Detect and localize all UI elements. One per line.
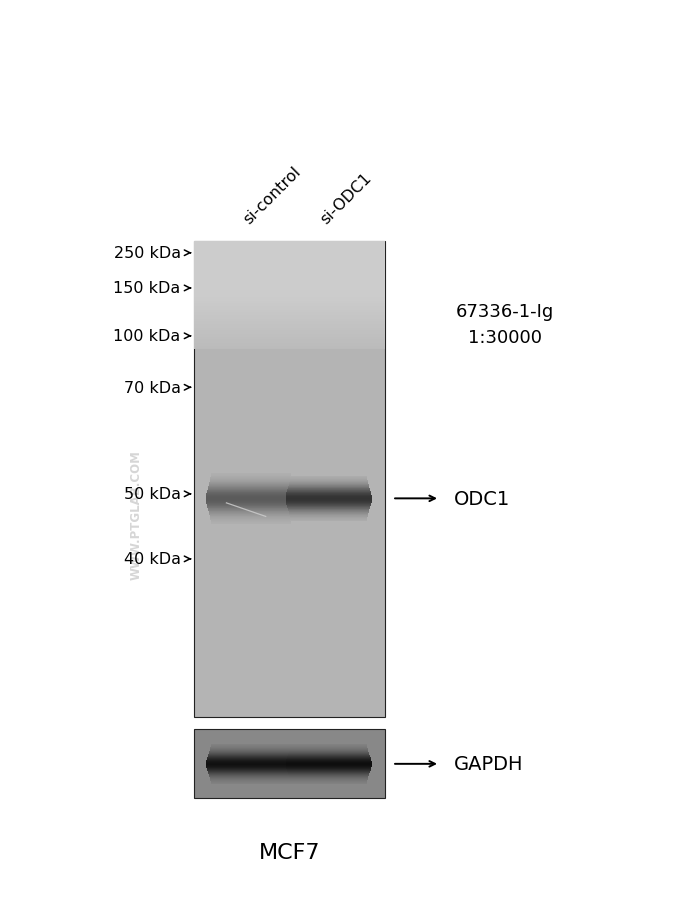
Bar xyxy=(194,338,385,339)
Text: WWW.PTGLAB.COM: WWW.PTGLAB.COM xyxy=(130,449,143,579)
Bar xyxy=(194,349,385,350)
Bar xyxy=(194,322,385,323)
Bar xyxy=(194,313,385,314)
Bar xyxy=(194,332,385,333)
Bar xyxy=(194,314,385,315)
Text: 100 kDa: 100 kDa xyxy=(113,329,181,344)
Bar xyxy=(194,346,385,347)
Bar xyxy=(194,299,385,300)
Bar xyxy=(194,306,385,307)
Bar xyxy=(194,318,385,319)
Bar xyxy=(194,321,385,322)
Bar xyxy=(194,242,385,717)
Text: MCF7: MCF7 xyxy=(259,842,321,862)
Bar xyxy=(194,312,385,313)
Bar xyxy=(194,316,385,317)
Bar xyxy=(194,729,385,798)
Bar xyxy=(194,305,385,306)
Bar xyxy=(194,347,385,348)
Bar xyxy=(194,297,385,298)
Bar xyxy=(194,343,385,344)
Bar xyxy=(194,325,385,326)
Bar xyxy=(194,342,385,343)
Bar xyxy=(194,302,385,303)
Bar xyxy=(194,333,385,334)
Text: 50 kDa: 50 kDa xyxy=(123,487,181,502)
Bar xyxy=(194,317,385,318)
Bar xyxy=(194,340,385,341)
Text: 150 kDa: 150 kDa xyxy=(113,281,181,296)
Bar xyxy=(194,327,385,328)
Text: si-ODC1: si-ODC1 xyxy=(318,170,375,227)
Text: 40 kDa: 40 kDa xyxy=(123,552,181,566)
Bar xyxy=(194,323,385,324)
Bar xyxy=(194,324,385,325)
Bar xyxy=(194,328,385,329)
Bar xyxy=(194,329,385,330)
Bar xyxy=(194,341,385,342)
Bar xyxy=(194,326,385,327)
Bar xyxy=(194,319,385,320)
Text: 250 kDa: 250 kDa xyxy=(114,246,181,261)
Bar xyxy=(194,310,385,311)
Bar xyxy=(194,331,385,332)
Bar xyxy=(194,344,385,345)
Bar xyxy=(194,320,385,321)
Bar xyxy=(194,301,385,302)
Bar xyxy=(194,304,385,305)
Text: 70 kDa: 70 kDa xyxy=(123,381,181,395)
Bar xyxy=(194,309,385,310)
Bar xyxy=(194,242,385,296)
Text: si-control: si-control xyxy=(240,164,303,227)
Bar xyxy=(194,336,385,337)
Bar xyxy=(194,298,385,299)
Bar xyxy=(194,345,385,346)
Bar xyxy=(194,334,385,335)
Text: ODC1: ODC1 xyxy=(454,489,509,509)
Bar xyxy=(194,308,385,309)
Text: 67336-1-Ig
1:30000: 67336-1-Ig 1:30000 xyxy=(456,302,554,347)
Bar xyxy=(194,311,385,312)
Bar xyxy=(194,337,385,338)
Bar xyxy=(194,303,385,304)
Bar xyxy=(194,335,385,336)
Bar xyxy=(194,330,385,331)
Bar xyxy=(194,339,385,340)
Bar xyxy=(194,315,385,316)
Text: GAPDH: GAPDH xyxy=(454,754,523,774)
Bar xyxy=(194,300,385,301)
Bar xyxy=(194,296,385,297)
Bar xyxy=(194,307,385,308)
Bar xyxy=(194,348,385,349)
